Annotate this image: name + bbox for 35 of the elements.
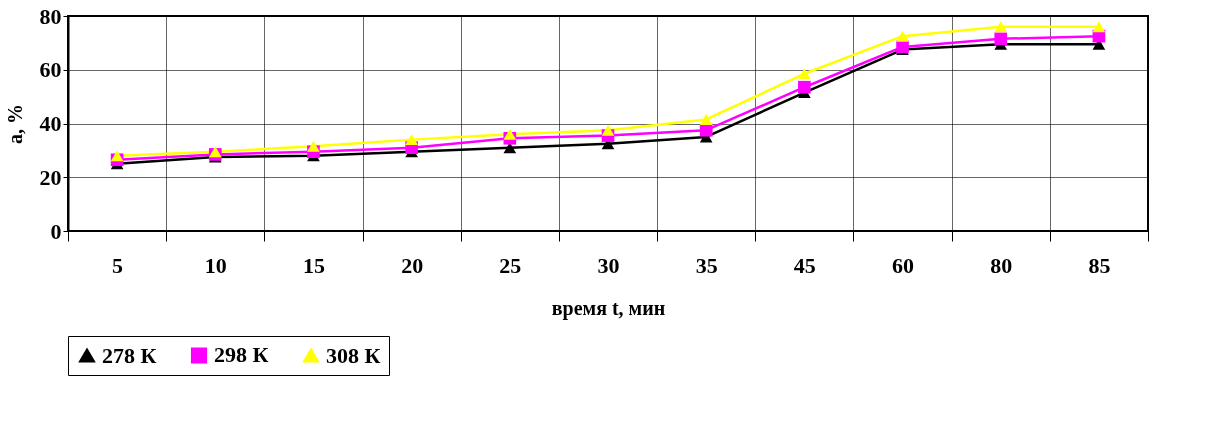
point bbox=[798, 80, 811, 94]
x-tick-label: 80 bbox=[990, 252, 1013, 278]
x-tick-label: 30 bbox=[597, 252, 620, 278]
legend-label: 278 К bbox=[102, 342, 157, 368]
point bbox=[503, 128, 517, 140]
point bbox=[896, 30, 909, 42]
legend-label: 298 К bbox=[214, 342, 269, 368]
x-tick-label: 85 bbox=[1088, 252, 1111, 278]
y-tick-label: 20 bbox=[39, 164, 62, 190]
y-tick-label: 40 bbox=[39, 111, 62, 136]
point bbox=[994, 21, 1008, 33]
x-tick-label: 45 bbox=[793, 252, 816, 278]
x-tick-label: 15 bbox=[302, 252, 325, 278]
point bbox=[110, 150, 124, 162]
x-tick-label: 5 bbox=[112, 252, 124, 278]
point bbox=[699, 123, 713, 137]
x-tick-label: 35 bbox=[695, 252, 718, 278]
point bbox=[994, 32, 1008, 46]
x-tick-label: 25 bbox=[499, 252, 522, 278]
y-tick-label: 0 bbox=[50, 218, 62, 244]
y-axis-title: a, % bbox=[3, 104, 26, 144]
y-tick-label: 60 bbox=[39, 57, 62, 83]
x-tick-label: 60 bbox=[892, 252, 915, 278]
legend-label: 308 К bbox=[326, 342, 381, 368]
point bbox=[1092, 21, 1106, 33]
y-tick-label: 80 bbox=[39, 3, 62, 29]
point bbox=[601, 124, 615, 136]
point bbox=[405, 134, 418, 146]
x-tick-label: 20 bbox=[401, 252, 424, 278]
x-axis-title: время t, мин bbox=[551, 296, 666, 320]
point bbox=[798, 68, 811, 80]
x-tick-label: 10 bbox=[204, 252, 227, 278]
point bbox=[307, 140, 320, 152]
point bbox=[699, 113, 713, 125]
point bbox=[503, 142, 517, 154]
